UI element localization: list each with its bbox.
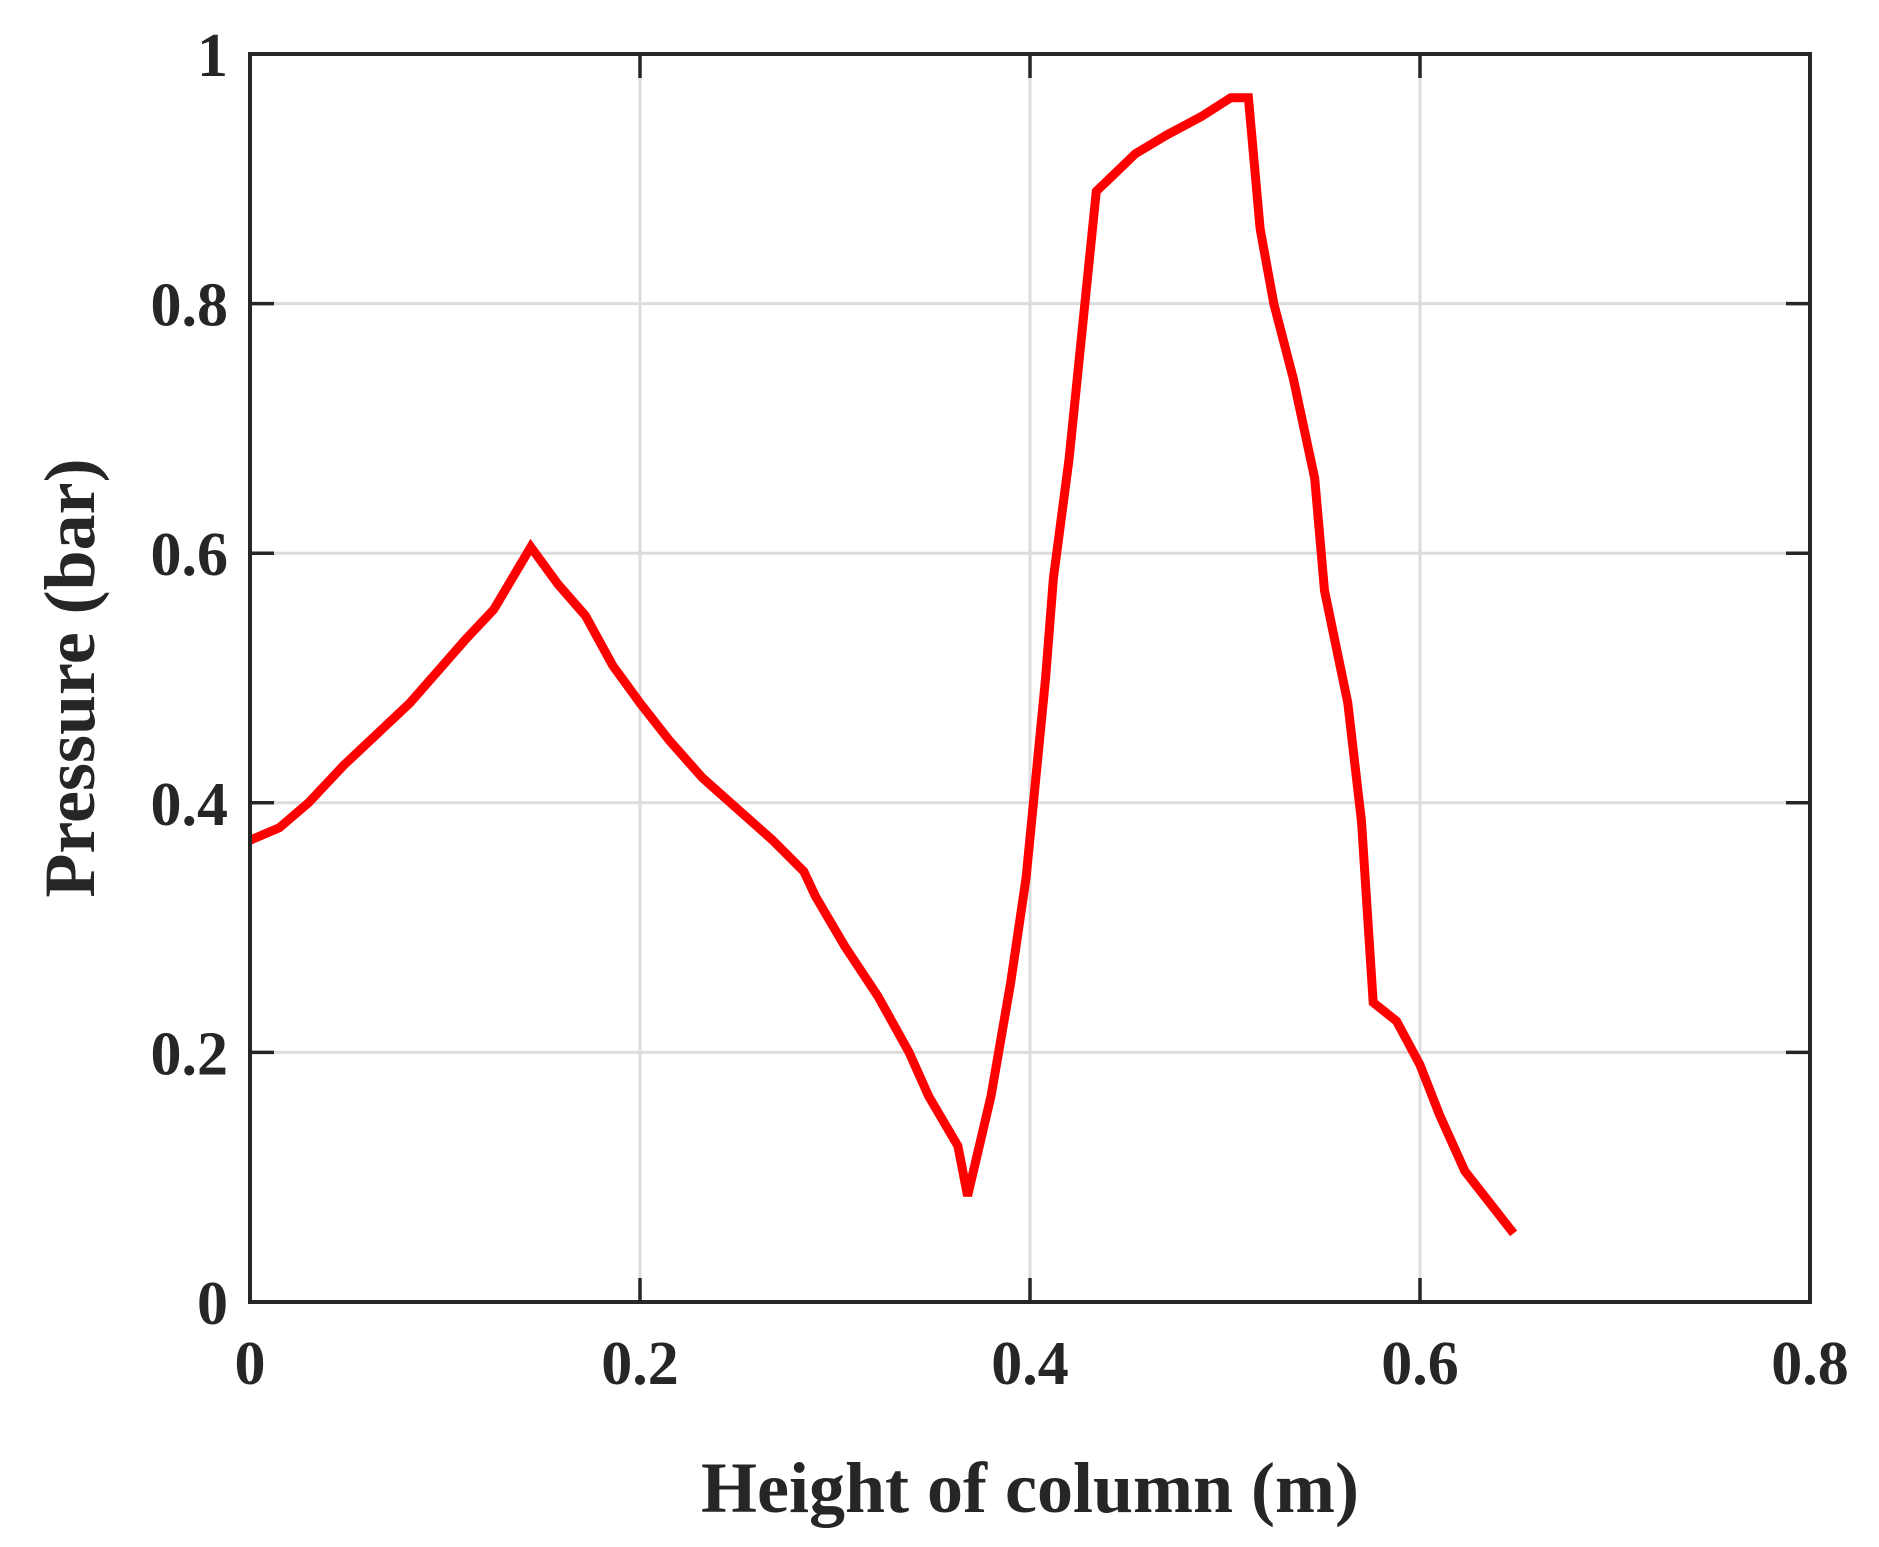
- tick-label-layer: 0 0.2 0.4 0.6 0.8 0 0.2 0.4 0.6 0.8 1: [151, 22, 1849, 1398]
- series-line: [248, 93, 1518, 1237]
- grid-layer: [250, 54, 1810, 1302]
- series-layer: [248, 93, 1518, 1237]
- x-tick-label: 0.4: [991, 1330, 1069, 1398]
- y-tick-label: 0.2: [151, 1020, 229, 1088]
- tick-layer: [248, 52, 1812, 1304]
- x-tick-label: 0.8: [1771, 1330, 1849, 1398]
- x-axis-label: Height of column (m): [701, 1448, 1359, 1528]
- y-tick-label: 0.4: [151, 771, 229, 839]
- y-axis-label: Pressure (bar): [30, 458, 110, 897]
- y-tick-label: 0.6: [151, 521, 229, 589]
- x-tick-label: 0.2: [601, 1330, 679, 1398]
- y-tick-label: 0.8: [151, 272, 229, 340]
- x-tick-label: 0.6: [1381, 1330, 1459, 1398]
- y-tick-label: 1: [197, 22, 228, 90]
- x-tick-label: 0: [235, 1330, 266, 1398]
- y-tick-label: 0: [197, 1270, 228, 1338]
